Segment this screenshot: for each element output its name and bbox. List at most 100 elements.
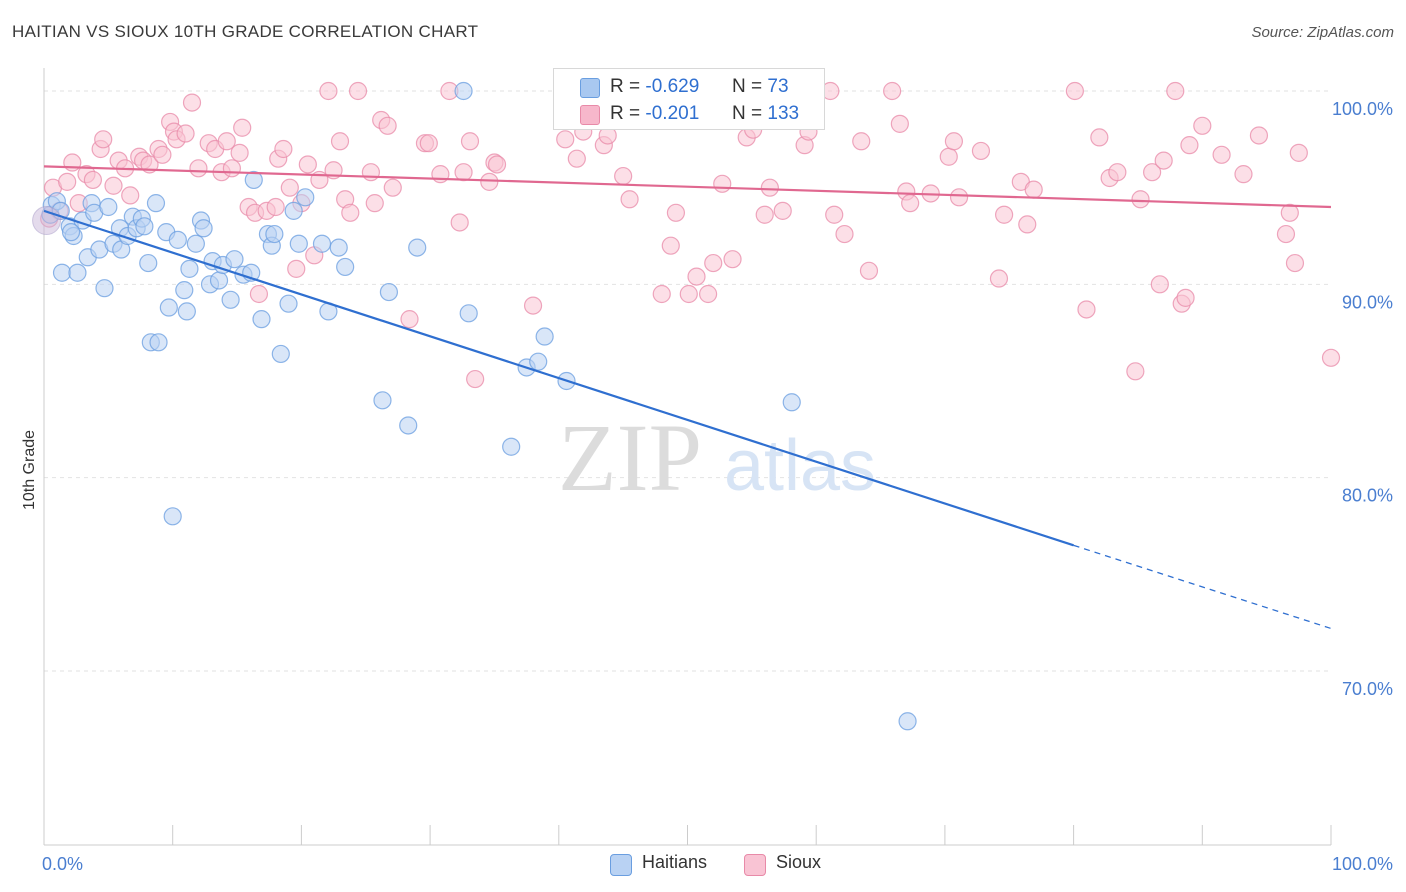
sioux-point xyxy=(361,163,380,182)
legend-n-label: N = xyxy=(732,76,763,97)
haitians-point xyxy=(265,224,284,244)
haitians-point xyxy=(146,194,166,213)
sioux-point xyxy=(852,132,871,151)
sioux-point xyxy=(1321,348,1341,367)
sioux-point xyxy=(58,172,77,191)
sioux-point xyxy=(1166,81,1185,101)
sioux-trend-line xyxy=(43,165,1332,209)
sioux-point xyxy=(460,132,480,151)
haitians-point xyxy=(52,263,72,282)
x-tick-label: 0.0% xyxy=(42,854,83,874)
x-tick-label: 100.0% xyxy=(1332,854,1393,874)
sioux-point xyxy=(679,284,698,304)
sioux-point xyxy=(104,176,123,195)
y-tick-label: 80.0% xyxy=(1342,486,1393,506)
sioux-point xyxy=(341,203,360,222)
sioux-point xyxy=(1077,300,1096,319)
series-legend: Haitians Sioux xyxy=(610,852,850,876)
sioux-point xyxy=(1126,362,1145,381)
sioux-point xyxy=(454,163,473,182)
haitians-point xyxy=(209,271,229,290)
sioux-point xyxy=(949,188,969,207)
legend-r-value: -0.629 xyxy=(645,76,700,97)
sioux-point xyxy=(939,147,958,166)
sioux-point xyxy=(1276,224,1296,244)
haitians-point xyxy=(529,352,548,371)
haitians-point xyxy=(244,170,263,190)
sioux-point xyxy=(661,236,680,255)
haitians-point xyxy=(535,327,554,346)
sioux-point xyxy=(523,296,543,315)
legend-row-sioux: R = -0.201 N = 133 xyxy=(554,101,824,127)
haitians-point xyxy=(135,217,154,236)
legend-label-sioux: Sioux xyxy=(776,852,822,872)
haitians-point xyxy=(454,81,473,101)
legend-r-label: R = xyxy=(610,76,641,97)
y-tick-label: 100.0% xyxy=(1332,99,1393,119)
sioux-point xyxy=(365,194,384,213)
haitians-point xyxy=(379,282,399,302)
haitians-point xyxy=(271,344,290,364)
legend-r-value: -0.201 xyxy=(645,103,700,124)
legend-n-value: 73 xyxy=(767,76,789,97)
haitians-point xyxy=(459,304,478,323)
legend-swatch-haitians xyxy=(610,854,632,876)
sioux-point xyxy=(556,130,575,149)
legend-n: N = 133 xyxy=(732,103,799,125)
sioux-point xyxy=(1154,151,1173,170)
sioux-point xyxy=(383,178,402,197)
haitians-point xyxy=(194,219,213,238)
haitians-point xyxy=(782,393,801,412)
sioux-point xyxy=(466,369,485,389)
haitians-trend-line xyxy=(43,209,1074,547)
sioux-point xyxy=(419,134,438,153)
haitians-point xyxy=(177,302,196,321)
sioux-point xyxy=(723,250,742,269)
sioux-point xyxy=(83,170,103,190)
axes xyxy=(43,68,1332,846)
legend-r: R = -0.629 xyxy=(610,76,699,98)
sioux-point xyxy=(487,155,507,174)
sioux-point xyxy=(825,205,844,224)
sioux-point xyxy=(890,114,909,133)
sioux-point xyxy=(480,172,499,191)
sioux-point xyxy=(835,224,854,244)
sioux-point xyxy=(1180,136,1199,155)
haitians-point xyxy=(289,234,308,253)
sioux-point xyxy=(121,186,140,205)
sioux-point xyxy=(1285,253,1305,273)
sioux-point xyxy=(883,81,902,101)
y-tick-label: 90.0% xyxy=(1342,292,1393,312)
legend-r-label: R = xyxy=(610,103,641,124)
sioux-point xyxy=(1150,275,1169,294)
source-label: Source: ZipAtlas.com xyxy=(1251,24,1394,41)
stats-legend: R = -0.629 N = 73 R = -0.201 N = 133 xyxy=(553,68,825,130)
y-tick-label: 70.0% xyxy=(1342,679,1393,699)
sioux-point xyxy=(1131,190,1150,209)
haitians-point xyxy=(329,238,348,257)
legend-n: N = 73 xyxy=(732,76,789,98)
haitians-point xyxy=(175,281,194,300)
haitians-trend-extension xyxy=(1073,544,1332,630)
sioux-point xyxy=(233,118,252,137)
sioux-point xyxy=(176,124,195,143)
haitians-point xyxy=(279,294,298,313)
sioux-point xyxy=(217,132,236,151)
haitians-point xyxy=(180,259,199,278)
sioux-point xyxy=(760,178,779,197)
haitians-point xyxy=(898,712,917,731)
sioux-point xyxy=(182,93,202,112)
haitians-point xyxy=(312,234,332,253)
legend-swatch-sioux xyxy=(744,854,766,876)
haitians-point xyxy=(149,333,168,352)
sioux-point xyxy=(567,149,586,168)
sioux-point xyxy=(687,267,706,286)
sioux-point xyxy=(222,159,242,178)
legend-label-haitians: Haitians xyxy=(642,852,708,872)
haitians-point xyxy=(284,201,303,220)
sioux-point xyxy=(1176,288,1195,307)
sioux-point xyxy=(1108,163,1127,182)
sioux-point xyxy=(652,284,671,304)
sioux-point xyxy=(1065,81,1084,101)
